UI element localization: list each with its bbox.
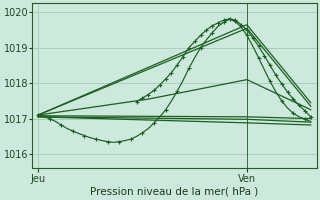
- X-axis label: Pression niveau de la mer( hPa ): Pression niveau de la mer( hPa ): [90, 187, 259, 197]
